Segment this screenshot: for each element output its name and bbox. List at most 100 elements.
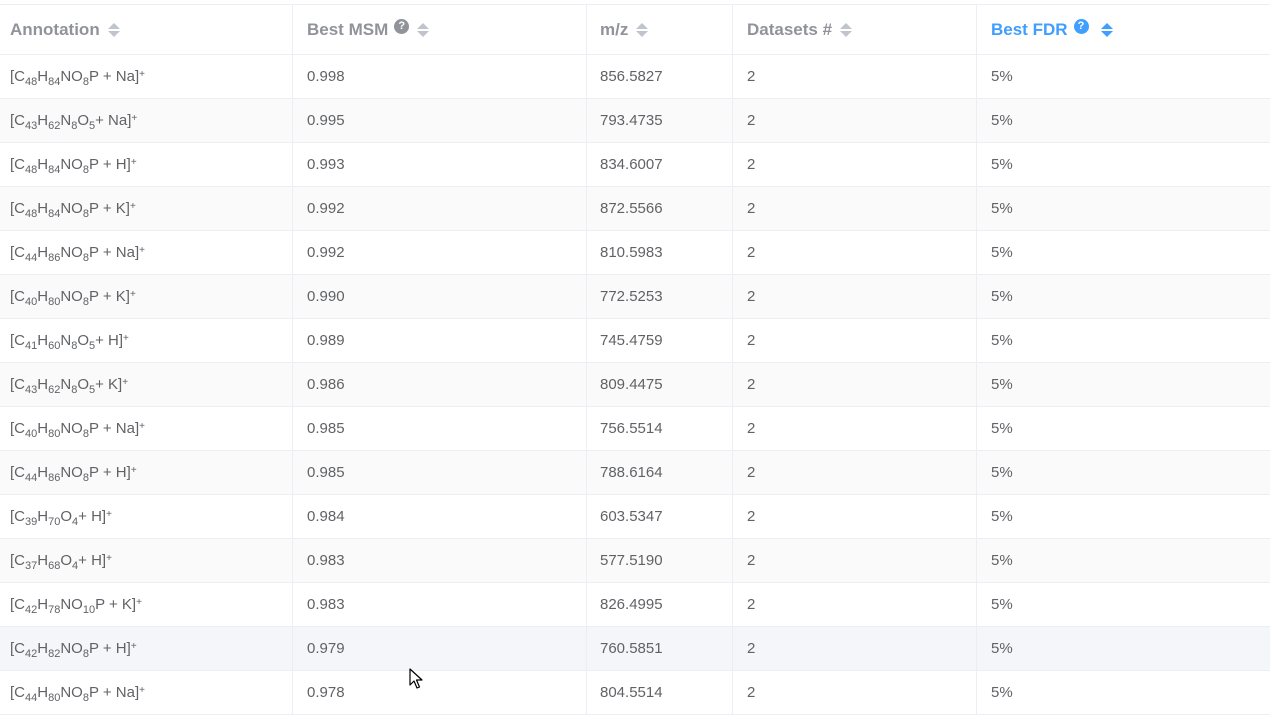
formula-part: 5 (88, 120, 96, 132)
annotation-formula: [C 41 H 60 N 8 O 5 + H] + (10, 332, 129, 352)
table-row[interactable]: [C 42 H 82 NO 8 P + H] +0.979 760.5851 2 5% (0, 627, 1270, 671)
table-row[interactable]: [C 43 H 62 N 8 O 5 + K] +0.986 809.4475 2 5% (0, 363, 1270, 407)
formula-part: + (129, 201, 136, 212)
table-row[interactable]: [C 48 H 84 NO 8 P + H] +0.993 834.6007 2 5% (0, 143, 1270, 187)
formula-part: N (60, 112, 72, 129)
table-row[interactable]: [C 44 H 86 NO 8 P + Na] +0.992 810.5983 2 5% (0, 231, 1270, 275)
mz-cell: 826.4995 (587, 583, 733, 626)
formula-part: [C (10, 640, 25, 657)
formula-part: P + Na] (88, 684, 140, 701)
mz-cell: 745.4759 (587, 319, 733, 362)
formula-part: + (106, 553, 112, 564)
table-row[interactable]: [C 48 H 84 NO 8 P + Na] +0.998 856.5827 2 5% (0, 55, 1270, 99)
best-msm-cell: 0.992 (293, 231, 587, 274)
table-row[interactable]: [C 39 H 70 O 4 + H] +0.984 603.5347 2 5% (0, 495, 1270, 539)
formula-part: 48 (25, 76, 38, 88)
datasets-cell: 2 (733, 495, 977, 538)
column-header-mz[interactable]: m/z (587, 5, 733, 54)
formula-part: 44 (25, 692, 38, 704)
sort-caret-icon[interactable] (107, 20, 120, 40)
datasets-cell: 2 (733, 187, 977, 230)
formula-part: [C (10, 420, 25, 437)
annotations-table: Annotation Best MSM ? m/z Datasets # Bes… (0, 4, 1270, 715)
formula-part: + H] (78, 552, 107, 569)
formula-part: H (37, 508, 49, 525)
table-row[interactable]: [C 44 H 80 NO 8 P + Na] +0.978 804.5514 2 5% (0, 671, 1270, 715)
formula-part: H (37, 200, 49, 217)
formula-part: 48 (25, 164, 38, 176)
help-icon[interactable]: ? (1073, 19, 1089, 34)
column-header-annotation[interactable]: Annotation (0, 5, 293, 54)
formula-part: H (37, 376, 49, 393)
formula-part: 40 (25, 296, 38, 308)
formula-part: + (130, 157, 137, 168)
formula-part: + (130, 641, 137, 652)
formula-part: 44 (25, 252, 38, 264)
formula-part: 39 (25, 516, 38, 528)
formula-part: 8 (71, 120, 78, 132)
formula-part: 68 (48, 560, 61, 572)
formula-part: 84 (48, 76, 61, 88)
table-row[interactable]: [C 43 H 62 N 8 O 5 + Na] +0.995 793.4735 2 5% (0, 99, 1270, 143)
formula-part: H (37, 112, 49, 129)
column-header-datasets[interactable]: Datasets # (733, 5, 977, 54)
formula-part: NO (60, 464, 83, 481)
annotation-formula: [C 40 H 80 NO 8 P + K] + (10, 288, 136, 308)
table-row[interactable]: [C 44 H 86 NO 8 P + H] +0.985 788.6164 2 5% (0, 451, 1270, 495)
datasets-cell: 2 (733, 275, 977, 318)
table-row[interactable]: [C 40 H 80 NO 8 P + K] +0.990 772.5253 2 5% (0, 275, 1270, 319)
formula-part: P + Na] (88, 244, 140, 261)
formula-part: [C (10, 200, 25, 217)
formula-part: H (37, 68, 49, 85)
help-icon[interactable]: ? (394, 19, 410, 34)
formula-part: O (77, 332, 89, 349)
best-fdr-cell: 5% (991, 596, 1013, 613)
annotation-formula: [C 42 H 78 NO 10 P + K] + (10, 596, 142, 616)
table-row[interactable]: [C 48 H 84 NO 8 P + K] +0.992 872.5566 2 5% (0, 187, 1270, 231)
best-msm-cell: 0.986 (293, 363, 587, 406)
formula-part: P + K] (95, 596, 137, 613)
sort-caret-icon[interactable] (840, 20, 853, 40)
best-fdr-cell: 5% (991, 464, 1013, 481)
table-row[interactable]: [C 41 H 60 N 8 O 5 + H] +0.989 745.4759 2 5% (0, 319, 1270, 363)
formula-part: 84 (48, 208, 61, 220)
annotation-cell: [C 41 H 60 N 8 O 5 + H] + (0, 319, 293, 362)
mouse-cursor-icon (409, 668, 423, 689)
formula-part: [C (10, 508, 25, 525)
column-header-best-fdr[interactable]: Best FDR ? (977, 5, 1270, 54)
datasets-cell: 2 (733, 407, 977, 450)
formula-part: + (130, 465, 137, 476)
formula-part: NO (60, 420, 83, 437)
formula-part: NO (60, 244, 83, 261)
formula-part: + H] (78, 508, 107, 525)
mz-cell: 772.5253 (587, 275, 733, 318)
annotation-cell: [C 43 H 62 N 8 O 5 + K] + (0, 363, 293, 406)
best-fdr-cell: 5% (991, 200, 1013, 217)
table-row[interactable]: [C 40 H 80 NO 8 P + Na] +0.985 756.5514 2 5% (0, 407, 1270, 451)
formula-part: [C (10, 244, 25, 261)
formula-part: + K] (95, 376, 123, 393)
datasets-cell: 2 (733, 231, 977, 274)
annotation-formula: [C 48 H 84 NO 8 P + K] + (10, 200, 136, 220)
formula-part: 86 (48, 472, 61, 484)
table-body: [C 48 H 84 NO 8 P + Na] +0.998 856.5827 2 5% [C 43 H 6… (0, 55, 1270, 715)
column-header-best-msm[interactable]: Best MSM ? (293, 5, 587, 54)
column-header-label: Datasets # (747, 19, 833, 39)
best-fdr-cell: 5% (991, 244, 1013, 261)
table-row[interactable]: [C 37 H 68 O 4 + H] +0.983 577.5190 2 5% (0, 539, 1270, 583)
datasets-cell: 2 (733, 363, 977, 406)
table-row[interactable]: [C 42 H 78 NO 10 P + K] +0.983 826.4995 2 5% (0, 583, 1270, 627)
sort-caret-icon[interactable] (636, 20, 649, 40)
formula-part: 60 (48, 340, 61, 352)
annotation-formula: [C 39 H 70 O 4 + H] + (10, 508, 112, 528)
formula-part: H (37, 332, 49, 349)
formula-part: NO (60, 156, 83, 173)
formula-part: H (37, 596, 49, 613)
best-fdr-cell: 5% (991, 288, 1013, 305)
column-header-label: Best FDR (991, 19, 1068, 39)
best-fdr-cell: 5% (991, 112, 1013, 129)
annotation-cell: [C 42 H 82 NO 8 P + H] + (0, 627, 293, 670)
table-header: Annotation Best MSM ? m/z Datasets # Bes… (0, 5, 1270, 55)
sort-caret-icon[interactable] (1100, 20, 1113, 40)
sort-caret-icon[interactable] (417, 20, 430, 40)
